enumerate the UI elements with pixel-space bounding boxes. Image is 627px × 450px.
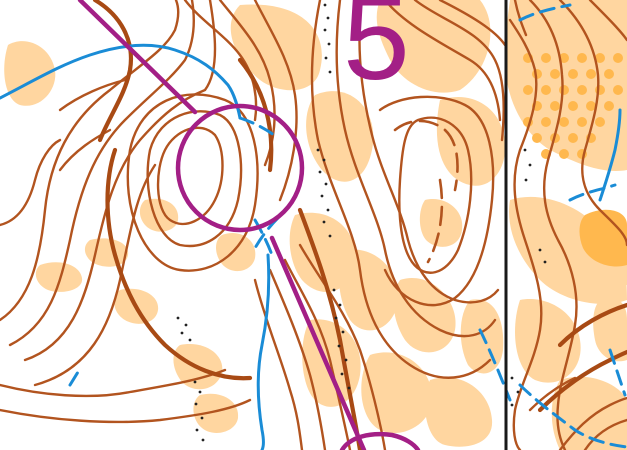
control-number: 5 <box>343 0 410 105</box>
control-circle <box>175 103 305 233</box>
form-lines <box>393 119 459 264</box>
stony-ground-dots <box>176 3 547 442</box>
semi-open-dot-screen <box>523 53 623 159</box>
course-overprint <box>77 0 421 450</box>
next-control-circle-arc <box>339 432 421 450</box>
course-leg-in <box>77 0 198 115</box>
rough-open-land <box>4 0 627 450</box>
streams <box>0 43 622 450</box>
course-leg-out <box>269 235 367 450</box>
